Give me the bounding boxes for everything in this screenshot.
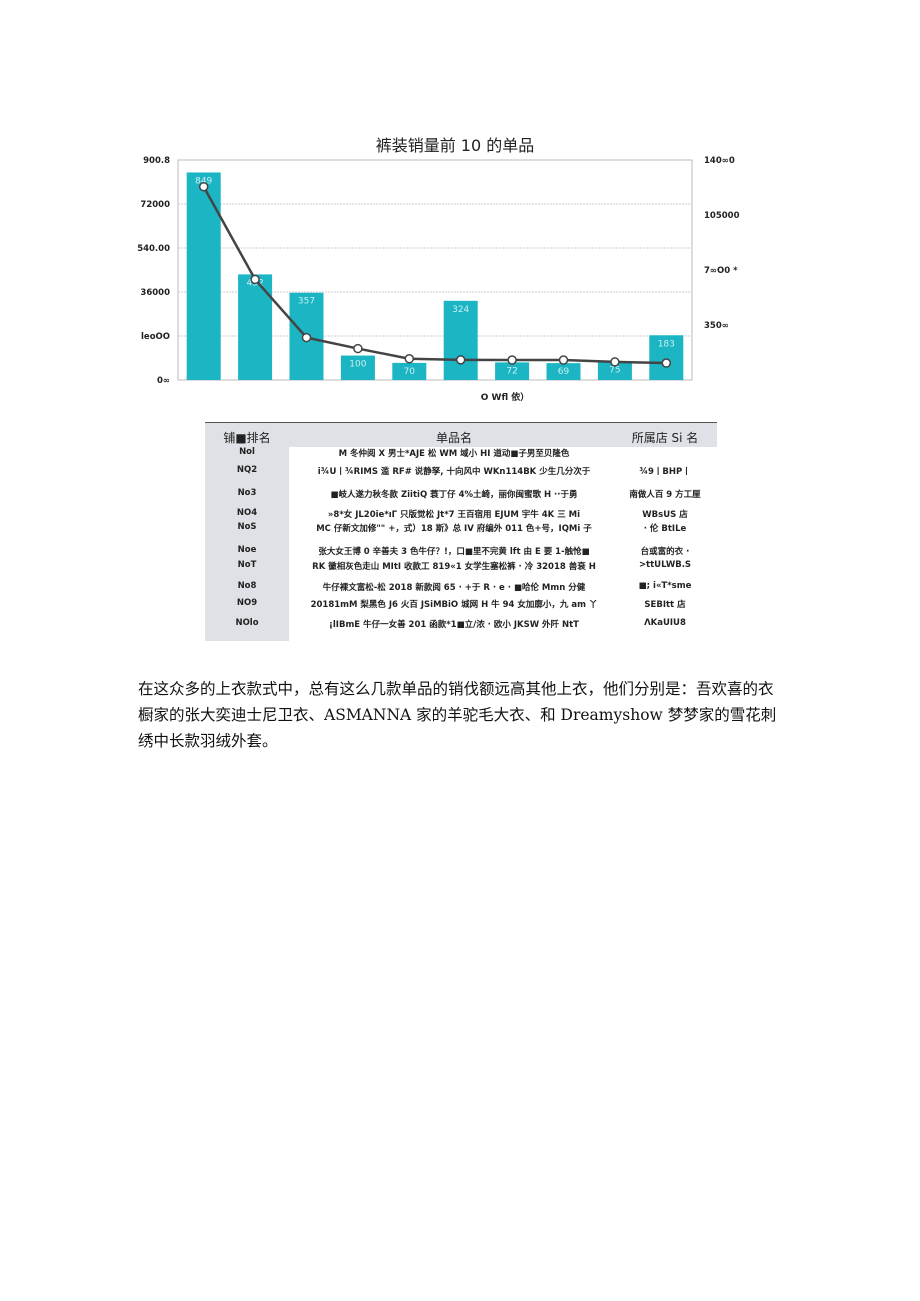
table-row: NO4 »8*女 JL20ie*ıΓ 只版觉松 Jt*7 王百宿用 EJUM 宇牛… <box>205 508 717 524</box>
store-cell: ■; i«T*sme <box>638 581 692 591</box>
header-store: 所属店 Si 名 <box>631 431 699 445</box>
bar-value-label: 70 <box>404 367 416 377</box>
item-cell: i¾U丨¾RIMS 滥 RF# 说静孥, 十向风中 WKn114BK 少生几分次… <box>317 467 591 477</box>
table-row: NOlo ¡lIBmE 牛仔一女善 201 函款*1■立/浓 · 欧小 JKSW … <box>205 618 717 634</box>
line-point <box>455 355 466 365</box>
line-point <box>198 181 209 192</box>
bar <box>392 362 427 380</box>
table-row: NQ2 i¾U丨¾RIMS 滥 RF# 说静孥, 十向风中 WKn114BK 少生… <box>205 465 717 481</box>
table-row: No3 ■岐人遂力秋冬款 ZiitiQ 蓑丁仔 4%土崎，丽你闽蜜歌 H ··于勇… <box>205 488 717 504</box>
rank-cell: NoT <box>237 560 257 570</box>
store-cell: ΛKaUIU8 <box>644 618 686 628</box>
left-tick-label: 540.00 <box>137 244 170 254</box>
bar-value-label: 69 <box>558 367 570 377</box>
sales-table: 铺■排名 单品名 所属店 Si 名 Nol M 冬仲阅 X 男士*AJE 松 WM… <box>205 422 717 641</box>
rank-cell: Nol <box>239 447 255 457</box>
table-body-background <box>289 447 717 641</box>
left-tick-label: 0∞ <box>157 376 170 386</box>
bar <box>340 355 375 380</box>
right-tick-label: 140∞0 <box>704 156 735 166</box>
line-point <box>661 358 672 368</box>
table-row: NO9 20181mM 梨黑色 J6 火百 JSiMBiO 城网 H 牛 94 女… <box>205 598 717 614</box>
right-tick-label: 105000 <box>704 211 740 221</box>
line-point <box>301 332 312 343</box>
store-cell: ¾9丨BHP丨 <box>639 467 691 477</box>
line-point <box>404 354 415 364</box>
bar <box>443 300 478 380</box>
bar <box>186 172 221 380</box>
left-tick-label: 900.8 <box>143 156 170 166</box>
body-paragraph: 在这众多的上衣款式中，总有这么几款单品的销伐额远高其他上衣，他们分别是：吾欢喜的… <box>138 680 777 750</box>
table-row: No8 牛仔裸文富松-松 2018 新款阅 65 · +于 R · e · ■哈伦… <box>205 581 717 597</box>
rank-cell: NO9 <box>236 598 258 608</box>
line-point <box>250 274 260 285</box>
bar-value-label: 72 <box>506 366 517 376</box>
bar-value-label: 357 <box>298 297 315 307</box>
item-cell: »8*女 JL20ie*ıΓ 只版觉松 Jt*7 王百宿用 EJUM 宇牛 4K… <box>327 510 581 520</box>
bar <box>238 274 273 380</box>
store-cell: 南做人百 9 方工厘 <box>629 490 701 500</box>
chart-title: 裤装销量前 10 的单品 <box>376 136 535 155</box>
store-cell: · 伦 BtILe <box>643 524 687 534</box>
bar <box>495 362 530 380</box>
store-cell: 台或富的衣 · <box>640 547 690 557</box>
table-row: NoT RK 黴相灰色走山 MItI 收款工 819«1 女学生塞松裤 · 冷 3… <box>205 560 717 576</box>
item-cell: MC 仔新文加修"" +，式）18 斯》总 IV 府编外 011 色+号，IQM… <box>316 524 592 534</box>
store-cell: SEBItt 店 <box>644 600 686 610</box>
header-item: 单品名 <box>435 431 472 445</box>
bar-value-label: 324 <box>452 305 469 315</box>
left-tick-label: 36000 <box>140 288 170 298</box>
line-point <box>610 357 620 367</box>
item-cell: ¡lIBmE 牛仔一女善 201 函款*1■立/浓 · 欧小 JKSW 外阡 N… <box>329 620 579 630</box>
table-row: Noe 张大女王博 0 辛善夫 3 色牛仔？!，口■里不完黄 lft 由 E 要 … <box>205 545 717 561</box>
bar-value-label: 100 <box>349 360 366 370</box>
item-cell: M 冬仲阅 X 男士*AJE 松 WM 域小 HI 道动■子男至贝隆色 <box>338 449 570 459</box>
rank-cell: NoS <box>237 522 257 532</box>
item-cell: RK 黴相灰色走山 MItI 收款工 819«1 女学生塞松裤 · 冷 3201… <box>312 562 596 572</box>
rank-cell: NQ2 <box>236 465 258 475</box>
item-cell: 张大女王博 0 辛善夫 3 色牛仔？!，口■里不完黄 lft 由 E 要 1-触… <box>318 547 590 557</box>
bar <box>597 361 632 380</box>
rank-cell: NO4 <box>236 508 258 518</box>
bar <box>546 363 581 380</box>
item-cell: 20181mM 梨黑色 J6 火百 JSiMBiO 城网 H 牛 94 女加廓小… <box>310 600 598 610</box>
right-tick-label: 350∞ <box>704 321 729 331</box>
table-row: Nol M 冬仲阅 X 男士*AJE 松 WM 域小 HI 道动■子男至贝隆色 <box>205 447 717 463</box>
combo-chart: 裤装销量前 10 的单品 849432357100703247269751830… <box>137 136 740 403</box>
store-cell: >ttULWB.S <box>638 560 692 570</box>
rank-cell: No3 <box>237 488 257 498</box>
header-rank: 铺■排名 <box>223 431 271 445</box>
store-cell: WBsUS 店 <box>642 510 688 520</box>
bar-value-label: 183 <box>658 339 675 349</box>
item-cell: 牛仔裸文富松-松 2018 新款阅 65 · +于 R · e · ■哈伦 Mm… <box>322 583 586 593</box>
line-point <box>507 355 517 365</box>
bar-value-label: 849 <box>195 176 212 186</box>
bar <box>649 335 684 380</box>
bar-value-label: 75 <box>609 366 620 376</box>
line-series <box>202 186 667 365</box>
right-tick-label: 7∞O0 * <box>704 266 738 276</box>
line-point <box>558 355 569 365</box>
x-axis-label: O Wfl 依） <box>481 391 530 403</box>
left-tick-label: leoOO <box>141 332 170 342</box>
table-header: 铺■排名 单品名 所属店 Si 名 <box>205 429 717 445</box>
rank-cell: NOlo <box>235 618 259 628</box>
table-row: NoS MC 仔新文加修"" +，式）18 斯》总 IV 府编外 011 色+号，… <box>205 522 717 538</box>
line-point <box>353 343 363 354</box>
item-cell: ■岐人遂力秋冬款 ZiitiQ 蓑丁仔 4%土崎，丽你闽蜜歌 H ··于勇 <box>330 490 578 500</box>
rank-cell: No8 <box>237 581 257 591</box>
rank-cell: Noe <box>237 545 257 555</box>
left-tick-label: 72000 <box>140 200 170 210</box>
